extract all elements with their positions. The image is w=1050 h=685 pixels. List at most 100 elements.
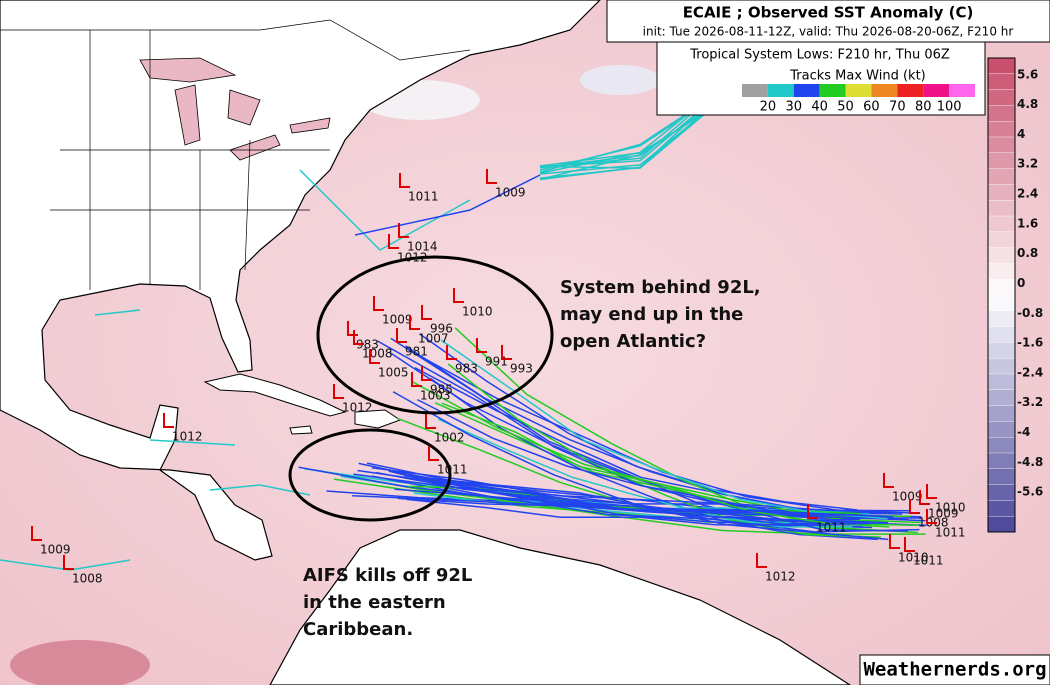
cool-anomaly (580, 65, 660, 95)
low-pressure: 1009 (382, 313, 413, 327)
wind-label: 30 (786, 100, 803, 115)
low-pressure: 1012 (342, 401, 373, 415)
storm-track (388, 470, 856, 516)
low-marker (353, 330, 364, 345)
low-marker (453, 288, 464, 303)
low-pressure: 1010 (935, 501, 966, 515)
colorbar-label: 3.2 (1017, 157, 1038, 171)
storm-track (430, 377, 878, 541)
low-marker (373, 296, 384, 311)
storm-track (392, 391, 889, 541)
low-pressure: 1011 (816, 521, 847, 535)
colorbar-label: 1.6 (1017, 216, 1038, 230)
low-marker (909, 499, 920, 514)
colorbar-cell (987, 468, 1016, 486)
title: ECAIE ; Observed SST Anomaly (C) (683, 4, 974, 22)
storm-track (539, 96, 731, 167)
low-pressure: 1003 (420, 389, 451, 403)
low-marker (904, 537, 915, 552)
low-marker (919, 490, 930, 505)
warm-anomaly (10, 640, 150, 685)
wind-label: 20 (760, 100, 777, 115)
colorbar-cell (987, 57, 1016, 75)
colorbar-label: -0.8 (1017, 306, 1043, 320)
lake (229, 134, 281, 161)
low-pressure: 983 (356, 338, 379, 352)
annotation: AIFS kills off 92L in the eastern Caribbea… (303, 565, 472, 640)
low-marker (486, 169, 497, 184)
storm-track (417, 398, 864, 517)
low-pressure: 981 (405, 345, 428, 359)
annotation-line: AIFS kills off 92L (303, 565, 472, 586)
colorbar-cell (987, 184, 1016, 201)
low-marker (388, 234, 399, 249)
low-pressure: 1009 (892, 490, 923, 504)
low-pressure: 1011 (437, 463, 468, 477)
low-marker (31, 526, 42, 541)
colorbar-cell (987, 294, 1016, 312)
low-marker (409, 315, 420, 330)
lake (227, 89, 261, 126)
colorbar-label: 2.4 (1017, 187, 1038, 201)
low-marker (926, 484, 937, 499)
colorbar-label: -4.8 (1017, 455, 1043, 469)
colorbar-label: -3.2 (1017, 395, 1043, 409)
lake (174, 84, 201, 146)
storm-track (437, 418, 853, 528)
subtitle: init: Tue 2026-08-11-12Z, valid: Thu 202… (643, 25, 1014, 39)
colorbar-cell (987, 421, 1016, 438)
wind-swatch (897, 84, 924, 97)
lake (289, 117, 331, 134)
annotation-line: System behind 92L, (560, 277, 761, 298)
colorbar-label: -5.6 (1017, 485, 1043, 499)
colorbar-cell (987, 73, 1016, 91)
wind-swatch (949, 84, 975, 97)
low-pressure: 983 (455, 362, 478, 376)
low-marker (425, 414, 436, 429)
colorbar-cell (987, 484, 1016, 502)
legend-title: Tropical System Lows: F210 hr, Thu 06Z (689, 48, 950, 63)
colorbar-cell (987, 152, 1016, 170)
storm-track (397, 497, 926, 522)
wind-label: 80 (915, 100, 932, 115)
low-marker (333, 384, 344, 399)
colorbar-cell (987, 263, 1016, 280)
storm-track (454, 327, 918, 534)
low-marker (369, 349, 380, 364)
storm-track (354, 174, 541, 236)
low-pressure: 1007 (418, 332, 449, 346)
colorbar-label: 0 (1017, 276, 1025, 290)
annotation-line: Caribbean. (303, 619, 413, 640)
legend-subtitle: Tracks Max Wind (kt) (789, 69, 926, 84)
colorbar-label: -4 (1017, 425, 1030, 439)
low-pressure: 1009 (40, 543, 71, 557)
low-pressure: 1011 (408, 190, 439, 204)
jamaica (289, 425, 313, 435)
annotation-line: open Atlantic? (560, 331, 706, 352)
legend-box (656, 41, 986, 116)
wind-swatch (767, 84, 794, 97)
annotation: System behind 92L, may end up in the open … (560, 277, 761, 352)
storm-track (388, 469, 911, 512)
border (50, 30, 330, 290)
colorbar-cell (987, 231, 1016, 249)
low-pressure: 1010 (462, 305, 493, 319)
wind-label: 70 (889, 100, 906, 115)
low-marker (398, 223, 409, 238)
colorbar-cell (987, 168, 1016, 186)
low-marker (421, 305, 432, 320)
colorbar: 5.6 4.8 4 3.2 2.4 1.6 0.8 0 -0.8 -1.6 -2.4 -3.2 -4 -4… (987, 57, 1043, 533)
low-pressure: 1012 (765, 570, 796, 584)
watermark: Weathernerds.org (863, 659, 1046, 681)
low-pressure: 1011 (935, 526, 966, 540)
cuba (203, 373, 347, 417)
hispaniola (354, 409, 402, 429)
low-pressure: 1009 (928, 507, 959, 521)
colorbar-cell (987, 310, 1016, 328)
south-america (269, 529, 852, 685)
low-marker (807, 504, 818, 519)
wind-swatch (845, 84, 872, 97)
colorbar-cell (987, 215, 1016, 233)
watermark-box (859, 654, 1050, 685)
